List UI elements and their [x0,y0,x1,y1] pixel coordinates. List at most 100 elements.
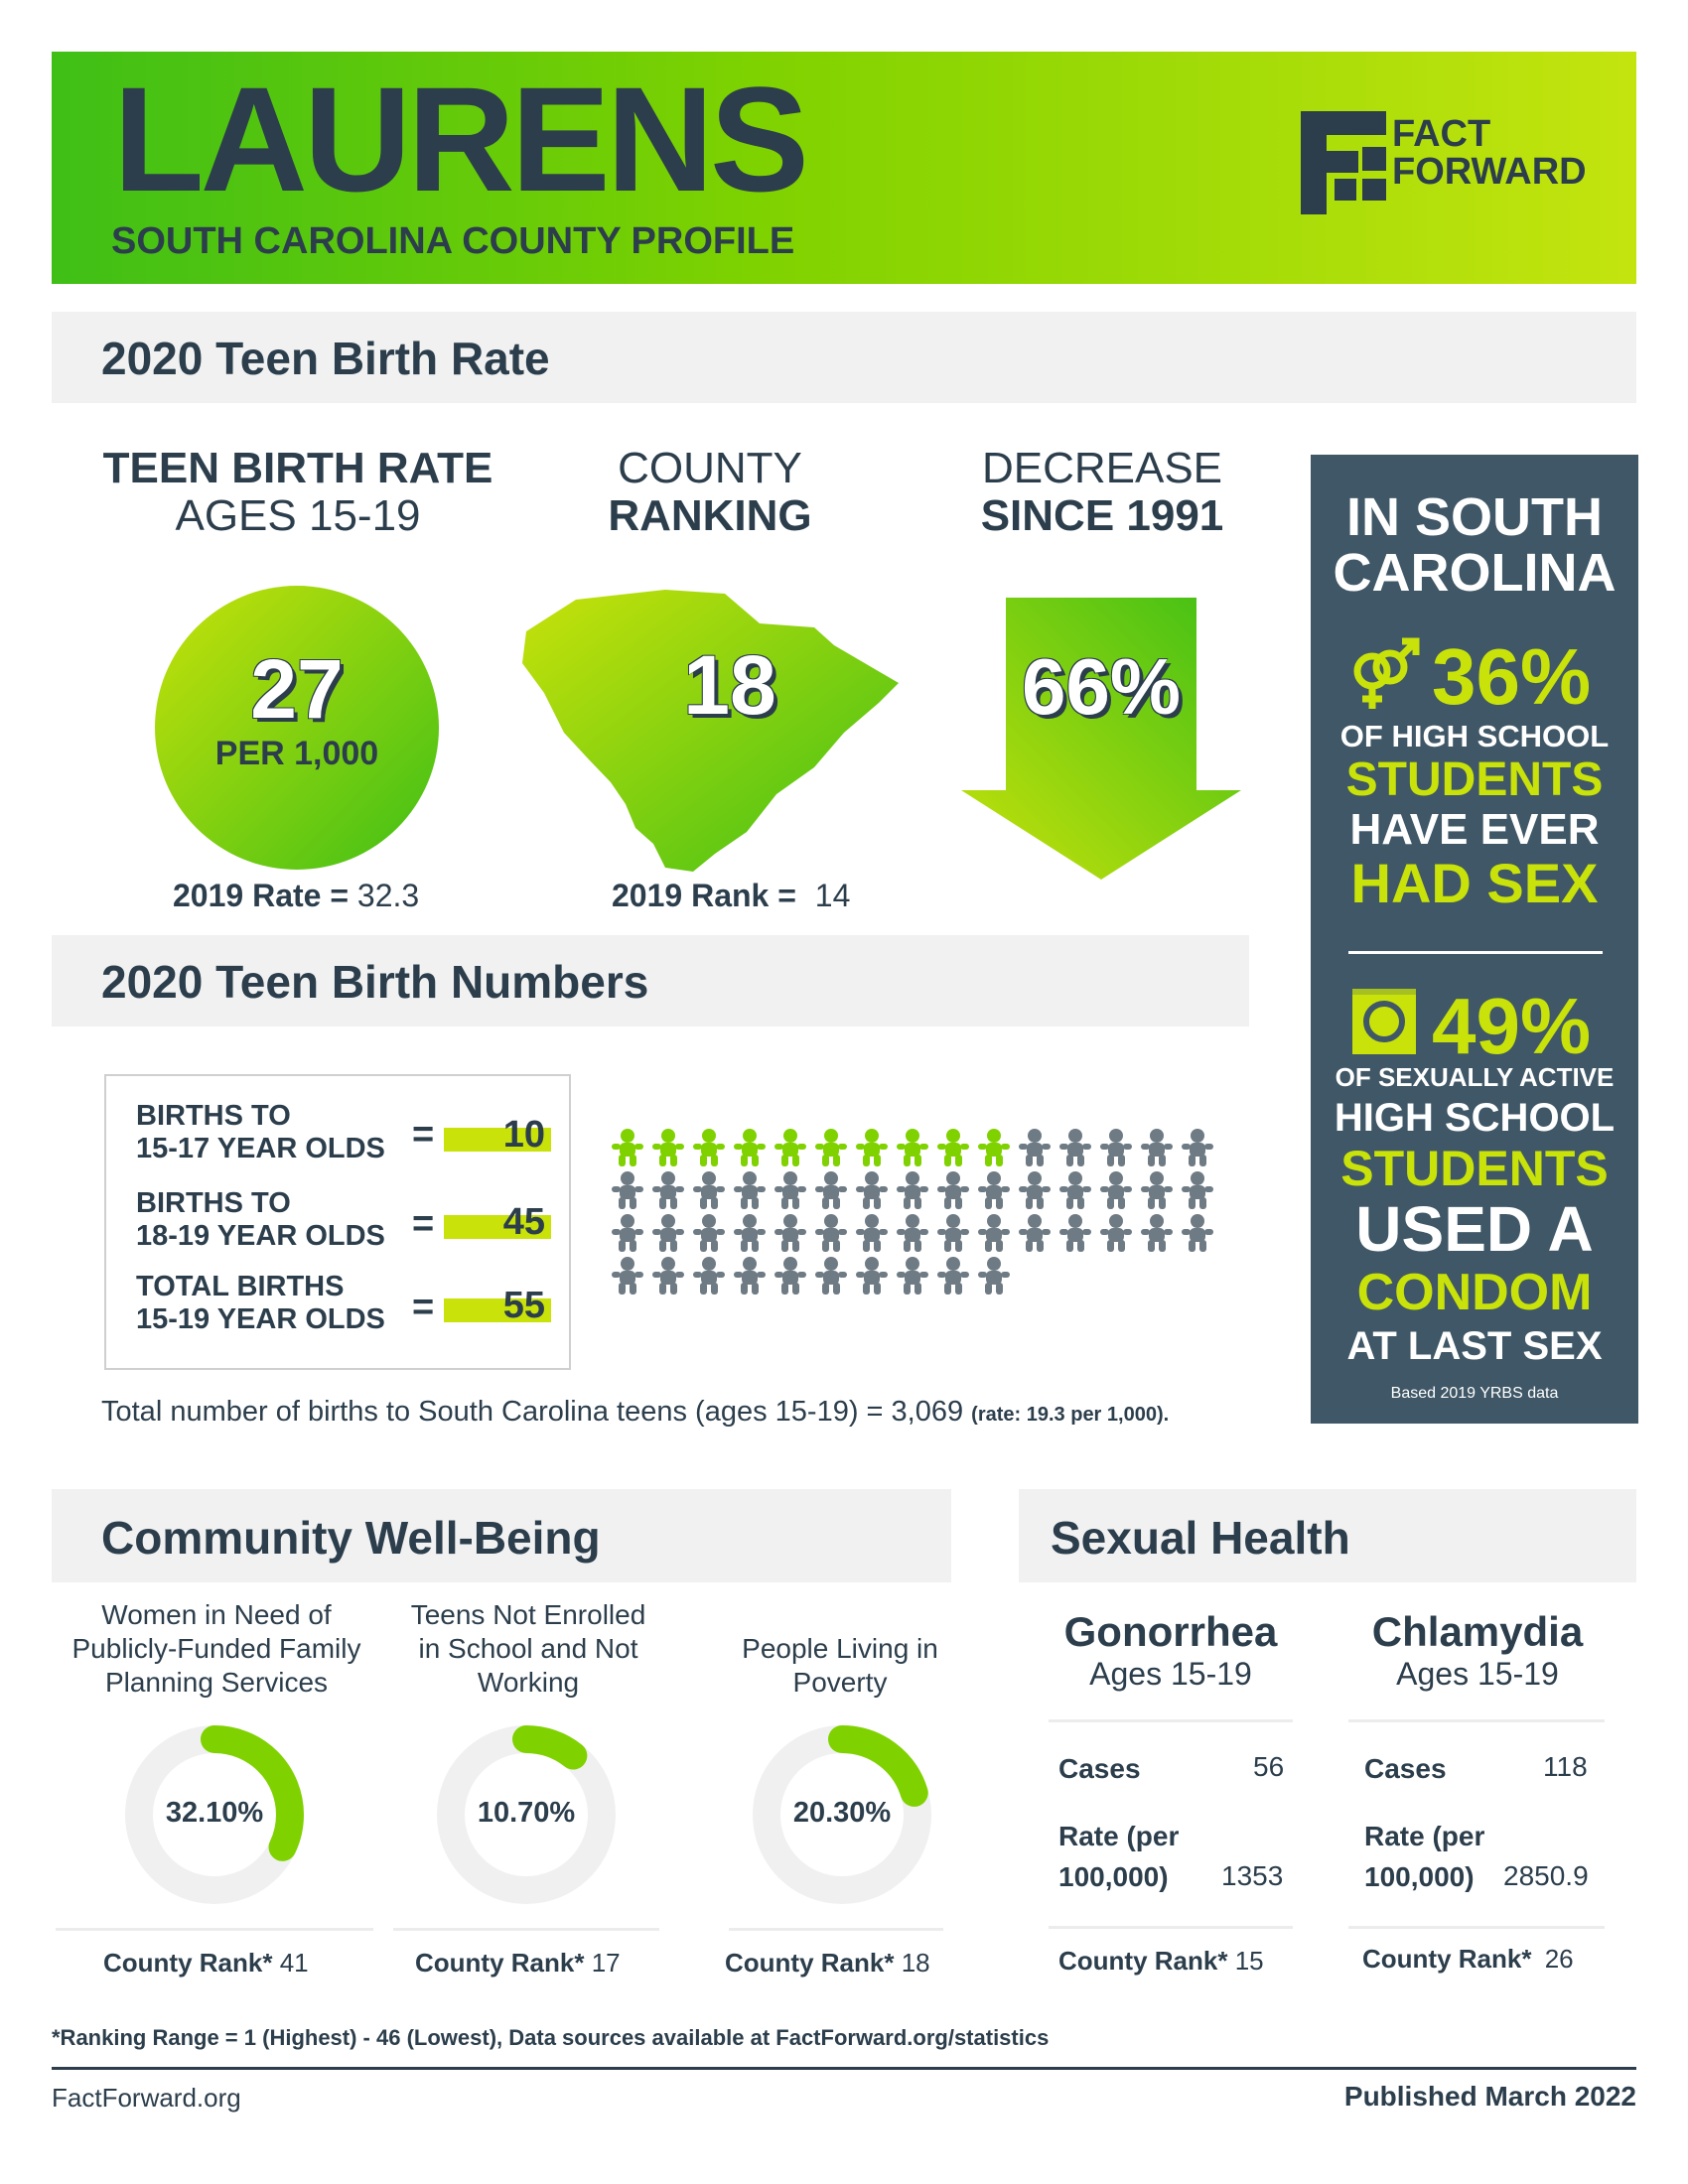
section-title-sexual-health: Sexual Health [1051,1512,1350,1564]
baby-icon [815,1214,847,1252]
cw-item1-rank-label: County Rank* [103,1948,273,1978]
gonorrhea-rank-value: 15 [1234,1946,1264,1976]
baby-icon [774,1214,806,1252]
section-title-community: Community Well-Being [101,1512,601,1564]
births-pictogram [611,1128,1236,1326]
sidebar-stat1-line3: HAVE EVER [1349,805,1600,854]
state-total-births-text: Total number of births to South Carolina… [101,1396,964,1428]
chlamydia-cases-label: Cases [1364,1753,1447,1784]
rank-2019-value: 14 [814,878,851,913]
sidebar-stat2-line4: USED A [1355,1193,1594,1265]
rate-heading-line1: TEEN BIRTH RATE [102,444,493,492]
sidebar-stat2-line3: STUDENTS [1340,1141,1609,1196]
cw-item2-rank: County Rank* 17 [415,1948,621,1979]
condom-icon [1352,989,1416,1054]
baby-icon [734,1129,766,1166]
baby-icon [693,1257,725,1295]
baby-icon [1141,1129,1173,1166]
cw-item1-rule [56,1928,373,1931]
baby-icon [815,1129,847,1166]
chlamydia-rank-label: County Rank* [1362,1944,1532,1974]
gonorrhea-rate-value: 1353 [1221,1860,1284,1891]
births-total-label-line2: 15-19 YEAR OLDS [136,1303,385,1336]
decrease-heading-line1: DECREASE [981,444,1223,492]
gonorrhea-cases-label: Cases [1058,1753,1141,1784]
sidebar-stat1-row: 36% [1350,631,1609,721]
cw-item1-label-line3: Planning Services [104,1667,329,1699]
births-15-17-label-line1: BIRTHS TO [136,1100,291,1132]
baby-icon [612,1214,643,1252]
cw-item3-rank-value: 18 [901,1948,930,1978]
baby-icon [856,1171,888,1209]
sexual-health-section-bar: Sexual Health [1019,1489,1636,1582]
footer-rule [52,2067,1636,2070]
baby-icon [734,1257,766,1295]
baby-icon [978,1257,1010,1295]
baby-icon [652,1214,684,1252]
rate-2019: 2019 Rate = 32.3 [173,878,419,914]
chlamydia-rate-label-line1: Rate (per [1364,1821,1485,1851]
births-18-19-value: 45 [502,1201,545,1243]
baby-icon [937,1214,969,1252]
baby-icon [937,1171,969,1209]
baby-icon [978,1129,1010,1166]
cw-item1-donut [125,1725,304,1904]
rank-2019-label: 2019 Rank = [612,878,796,913]
baby-icon [734,1171,766,1209]
fact-forward-logo-icon [1301,111,1386,214]
teen-birth-rate-section-bar: 2020 Teen Birth Rate [52,312,1636,403]
births-total-label-line1: TOTAL BIRTHS [136,1271,345,1302]
rate-unit: PER 1,000 [214,735,379,772]
logo-text-forward: FORWARD [1392,151,1587,193]
state-total-births: Total number of births to South Carolina… [101,1396,1169,1429]
gonorrhea-rate-label-line2: 100,000) [1058,1860,1169,1892]
baby-icon [1100,1129,1132,1166]
county-subtitle: SOUTH CAROLINA COUNTY PROFILE [111,220,795,262]
sidebar-title-line2: CAROLINA [1333,543,1617,603]
baby-icon [774,1257,806,1295]
births-15-17-value: 10 [502,1114,545,1156]
births-total-highlight: 55 [444,1285,551,1326]
south-carolina-map-icon [522,590,899,872]
cw-item3-rank-label: County Rank* [725,1948,895,1978]
decrease-heading-line2: SINCE 1991 [980,491,1224,541]
baby-icon [1059,1214,1091,1252]
births-15-17-label-line2: 15-17 YEAR OLDS [136,1133,385,1165]
cw-item2-rank-value: 17 [591,1948,621,1978]
gonorrhea-rank: County Rank* 15 [1058,1946,1264,1977]
sidebar-stat2-line2: HIGH SCHOOL [1334,1096,1616,1140]
sidebar-stat2-line5: CONDOM [1356,1264,1593,1321]
sidebar-stat2-value: 49% [1432,982,1592,1070]
teen-birth-numbers-section-bar: 2020 Teen Birth Numbers [52,935,1249,1026]
rate-value: 27 [250,642,344,736]
cw-item2-rule [393,1928,659,1931]
fact-forward-logo: FACT FORWARD [1301,111,1599,220]
sidebar-source: Based 2019 YRBS data [1390,1385,1559,1402]
births-total-value: 55 [502,1285,545,1326]
births-18-19-highlight: 45 [444,1201,551,1243]
cw-item3-value: 20.30% [792,1797,892,1829]
cw-item2-donut [437,1725,616,1904]
births-18-19-label-line2: 18-19 YEAR OLDS [136,1220,385,1253]
sidebar-title-line1: IN SOUTH [1345,487,1603,547]
cw-item3-label-line1: People Living in [742,1633,938,1664]
baby-icon [612,1129,643,1166]
baby-icon [937,1257,969,1295]
footer-site-link[interactable]: FactForward.org [52,2083,241,2113]
south-carolina-sidebar: IN SOUTH CAROLINA 36% OF HIGH SCHOOL STU… [1311,455,1638,1424]
baby-icon [693,1129,725,1166]
baby-icon [897,1171,928,1209]
sidebar-stat2-line1: OF SEXUALLY ACTIVE [1335,1062,1615,1092]
chlamydia-cases-value: 118 [1543,1751,1588,1782]
births-total-label: TOTAL BIRTHS 15-19 YEAR OLDS [136,1271,385,1337]
baby-icon [1100,1171,1132,1209]
baby-icon [1019,1171,1051,1209]
baby-icon [612,1257,643,1295]
footer-published: Published March 2022 [1343,2081,1636,2112]
cw-item1-value: 32.10% [165,1797,264,1829]
cw-item1-label-line2: Publicly-Funded Family [71,1633,361,1665]
baby-icon [1182,1214,1213,1252]
baby-icon [652,1171,684,1209]
cw-item2-label-line1: Teens Not Enrolled [410,1599,646,1630]
cw-item3-rule [729,1928,943,1931]
